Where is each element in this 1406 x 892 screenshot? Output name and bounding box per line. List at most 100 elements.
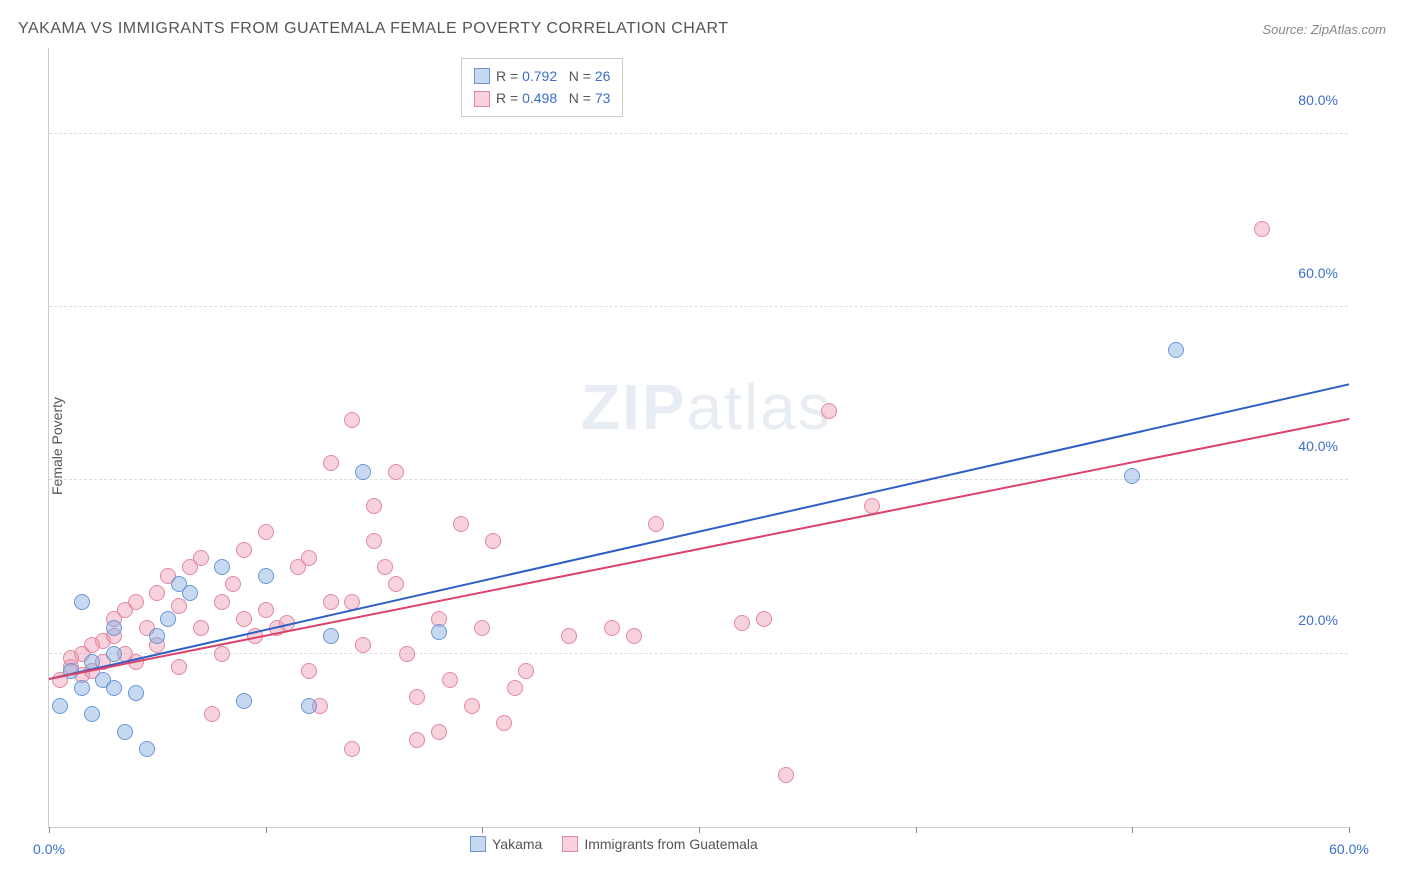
data-point bbox=[756, 611, 772, 627]
data-point bbox=[323, 455, 339, 471]
data-point bbox=[323, 628, 339, 644]
data-point bbox=[344, 412, 360, 428]
data-point bbox=[648, 516, 664, 532]
y-tick-label: 40.0% bbox=[1298, 438, 1338, 454]
y-tick-label: 60.0% bbox=[1298, 265, 1338, 281]
data-point bbox=[626, 628, 642, 644]
legend-stats: R = 0.792 N = 26R = 0.498 N = 73 bbox=[461, 58, 623, 117]
data-point bbox=[258, 602, 274, 618]
data-point bbox=[474, 620, 490, 636]
plot-area: ZIPatlas 20.0%40.0%60.0%80.0%0.0%60.0%R … bbox=[48, 48, 1348, 828]
source-attribution: Source: ZipAtlas.com bbox=[1262, 22, 1386, 37]
x-tick bbox=[1132, 827, 1133, 833]
data-point bbox=[214, 646, 230, 662]
gridline-h bbox=[49, 306, 1348, 307]
data-point bbox=[171, 659, 187, 675]
data-point bbox=[74, 680, 90, 696]
data-point bbox=[399, 646, 415, 662]
legend-stats-row: R = 0.498 N = 73 bbox=[474, 87, 610, 109]
data-point bbox=[355, 464, 371, 480]
data-point bbox=[409, 732, 425, 748]
data-point bbox=[236, 542, 252, 558]
data-point bbox=[821, 403, 837, 419]
data-point bbox=[171, 598, 187, 614]
x-tick-label: 0.0% bbox=[33, 841, 65, 857]
data-point bbox=[106, 680, 122, 696]
data-point bbox=[128, 594, 144, 610]
data-point bbox=[604, 620, 620, 636]
chart-container: YAKAMA VS IMMIGRANTS FROM GUATEMALA FEMA… bbox=[0, 0, 1406, 892]
x-tick bbox=[482, 827, 483, 833]
data-point bbox=[128, 685, 144, 701]
data-point bbox=[442, 672, 458, 688]
data-point bbox=[388, 576, 404, 592]
data-point bbox=[366, 498, 382, 514]
data-point bbox=[366, 533, 382, 549]
data-point bbox=[301, 550, 317, 566]
legend-series-label: Immigrants from Guatemala bbox=[584, 836, 758, 852]
data-point bbox=[301, 698, 317, 714]
watermark: ZIPatlas bbox=[581, 370, 832, 444]
data-point bbox=[204, 706, 220, 722]
data-point bbox=[1124, 468, 1140, 484]
data-point bbox=[464, 698, 480, 714]
x-tick bbox=[1349, 827, 1350, 833]
legend-series-label: Yakama bbox=[492, 836, 542, 852]
data-point bbox=[149, 585, 165, 601]
legend-stats-row: R = 0.792 N = 26 bbox=[474, 65, 610, 87]
data-point bbox=[236, 693, 252, 709]
data-point bbox=[388, 464, 404, 480]
gridline-h bbox=[49, 653, 1348, 654]
x-tick bbox=[916, 827, 917, 833]
data-point bbox=[507, 680, 523, 696]
data-point bbox=[117, 724, 133, 740]
legend-swatch bbox=[474, 91, 490, 107]
data-point bbox=[236, 611, 252, 627]
x-tick bbox=[49, 827, 50, 833]
legend-series-item: Immigrants from Guatemala bbox=[562, 836, 758, 852]
legend-swatch bbox=[470, 836, 486, 852]
data-point bbox=[214, 594, 230, 610]
data-point bbox=[485, 533, 501, 549]
data-point bbox=[431, 624, 447, 640]
data-point bbox=[301, 663, 317, 679]
x-tick-label: 60.0% bbox=[1329, 841, 1369, 857]
data-point bbox=[323, 594, 339, 610]
legend-stat-text: R = 0.792 N = 26 bbox=[496, 65, 610, 87]
chart-title: YAKAMA VS IMMIGRANTS FROM GUATEMALA FEMA… bbox=[18, 20, 729, 38]
data-point bbox=[778, 767, 794, 783]
legend-series-item: Yakama bbox=[470, 836, 542, 852]
x-tick bbox=[699, 827, 700, 833]
data-point bbox=[518, 663, 534, 679]
legend-bottom: Yakama Immigrants from Guatemala bbox=[470, 836, 758, 852]
data-point bbox=[258, 568, 274, 584]
data-point bbox=[258, 524, 274, 540]
gridline-h bbox=[49, 479, 1348, 480]
data-point bbox=[1168, 342, 1184, 358]
data-point bbox=[149, 628, 165, 644]
data-point bbox=[214, 559, 230, 575]
data-point bbox=[106, 646, 122, 662]
data-point bbox=[74, 594, 90, 610]
x-tick bbox=[266, 827, 267, 833]
data-point bbox=[355, 637, 371, 653]
legend-stat-text: R = 0.498 N = 73 bbox=[496, 87, 610, 109]
data-point bbox=[561, 628, 577, 644]
legend-swatch bbox=[474, 68, 490, 84]
data-point bbox=[409, 689, 425, 705]
data-point bbox=[106, 620, 122, 636]
gridline-h bbox=[49, 133, 1348, 134]
y-tick-label: 20.0% bbox=[1298, 612, 1338, 628]
data-point bbox=[160, 611, 176, 627]
watermark-light: atlas bbox=[687, 371, 832, 443]
trend-line bbox=[49, 383, 1349, 680]
y-tick-label: 80.0% bbox=[1298, 92, 1338, 108]
data-point bbox=[139, 741, 155, 757]
watermark-bold: ZIP bbox=[581, 371, 687, 443]
data-point bbox=[225, 576, 241, 592]
data-point bbox=[453, 516, 469, 532]
data-point bbox=[377, 559, 393, 575]
data-point bbox=[52, 698, 68, 714]
data-point bbox=[431, 724, 447, 740]
data-point bbox=[734, 615, 750, 631]
